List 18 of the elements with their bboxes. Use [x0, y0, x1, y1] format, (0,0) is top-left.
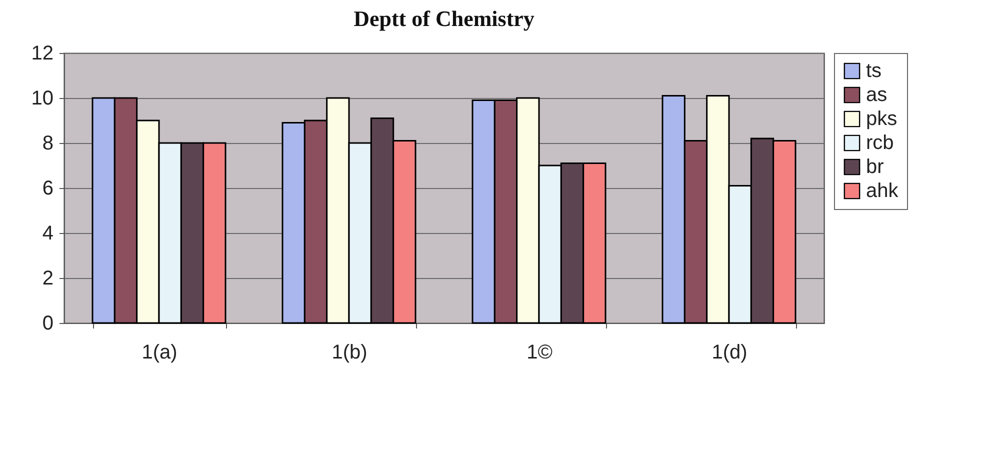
x-tick-label: 1©	[526, 342, 553, 364]
x-tick-label: 1(d)	[712, 342, 748, 364]
legend-label: as	[866, 84, 888, 106]
chart-title: Deptt of Chemistry	[354, 6, 534, 31]
y-tick-label: 2	[42, 268, 54, 290]
y-tick-label: 0	[42, 312, 54, 334]
legend-label: ahk	[866, 180, 900, 202]
y-tick-label: 12	[31, 42, 54, 64]
x-tick-label: 1(b)	[332, 342, 368, 364]
legend-label: ts	[866, 60, 882, 82]
y-tick-label: 4	[42, 222, 54, 244]
legend-label: pks	[866, 108, 898, 130]
legend-label: br	[866, 156, 884, 178]
x-tick-label: 1(a)	[142, 342, 178, 364]
y-tick-label: 8	[42, 132, 54, 154]
y-tick-label: 10	[31, 88, 54, 110]
legend-label: rcb	[866, 132, 894, 154]
y-tick-label: 6	[42, 178, 54, 200]
